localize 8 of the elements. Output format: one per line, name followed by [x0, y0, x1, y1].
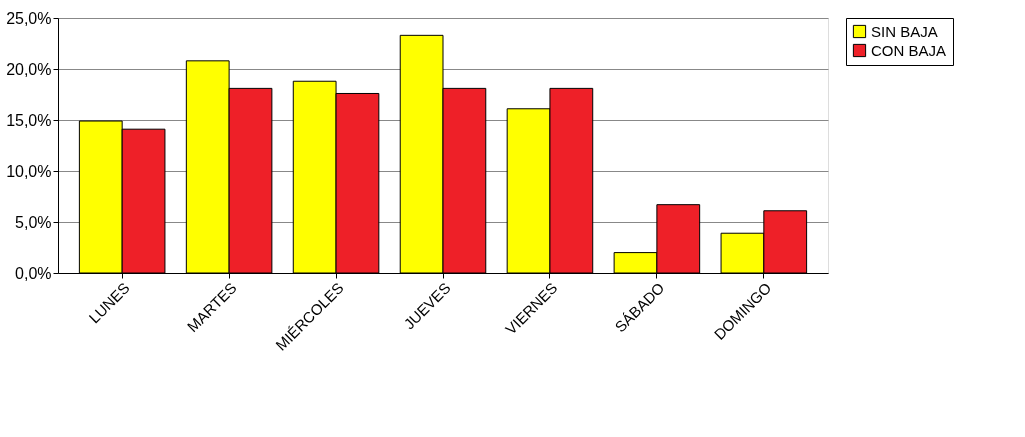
- y-tick-label: 10,0%: [6, 162, 52, 180]
- y-tick-label: 20,0%: [6, 60, 52, 78]
- legend-label: SIN BAJA: [871, 22, 938, 40]
- y-tick-label: 25,0%: [6, 9, 52, 27]
- y-tick-label: 15,0%: [6, 111, 52, 129]
- y-tick-label: 5,0%: [15, 213, 52, 231]
- legend-label: CON BAJA: [871, 41, 947, 59]
- y-tick-label: 0,0%: [15, 264, 52, 282]
